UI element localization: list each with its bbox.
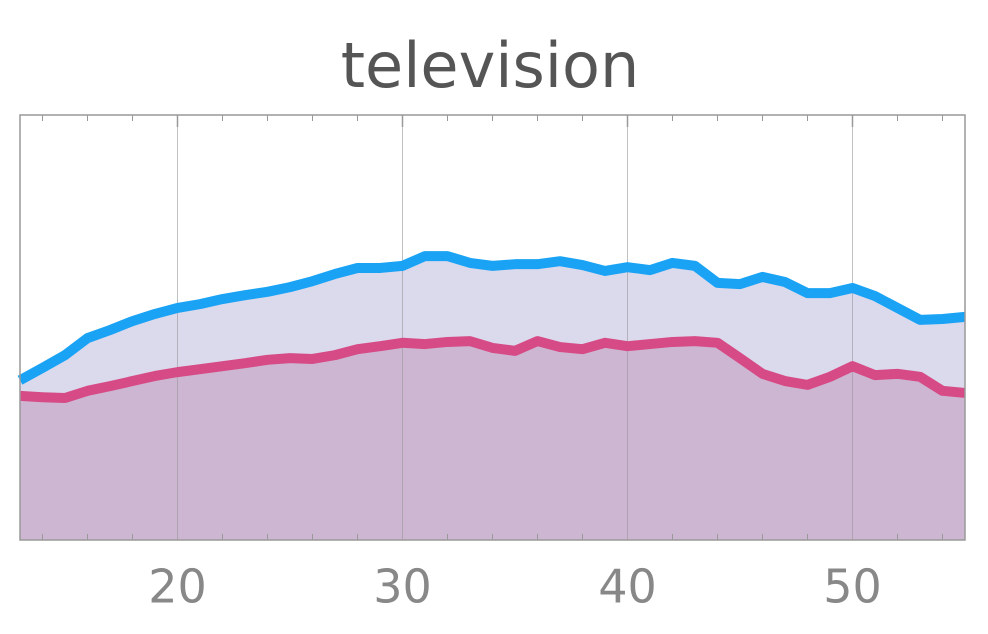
area — [20, 341, 965, 540]
x-tick-label: 30 — [373, 560, 432, 614]
x-tick-label: 20 — [148, 560, 207, 614]
chart-title: television — [341, 29, 640, 102]
x-tick-label: 40 — [598, 560, 657, 614]
line — [17, 251, 966, 385]
line — [19, 336, 966, 404]
x-tick-label: 50 — [823, 560, 882, 614]
